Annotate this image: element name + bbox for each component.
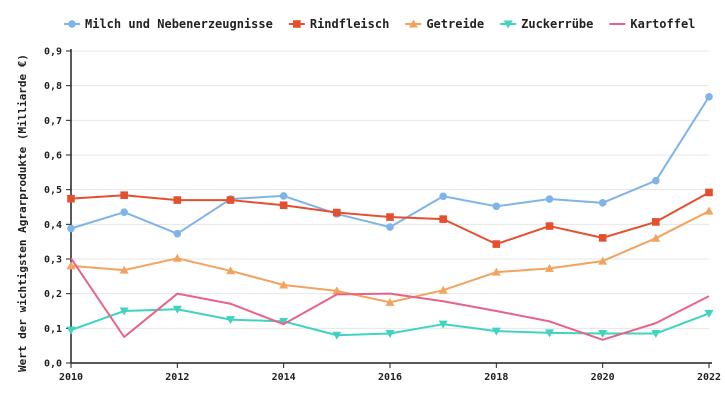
data-point <box>651 233 661 242</box>
data-point <box>279 192 288 200</box>
data-point <box>332 286 342 295</box>
y-tick-label: 0,1 <box>44 324 62 335</box>
legend-item: Milch und Nebenerzeugnisse <box>64 17 273 31</box>
x-tick-label: 2016 <box>378 372 402 383</box>
data-point <box>332 331 342 340</box>
legend-item: Rindfleisch <box>288 17 389 31</box>
data-point <box>279 280 289 289</box>
data-point <box>652 218 660 226</box>
y-axis-title: Wert der wichtigsten Agrarprodukte (Mill… <box>16 54 29 372</box>
data-point <box>385 330 395 339</box>
x-tick-label: 2014 <box>272 372 296 383</box>
legend-item: Getreide <box>405 17 484 31</box>
x-tick-label: 2022 <box>697 372 721 383</box>
data-point <box>385 297 395 306</box>
legend-marker <box>503 20 513 29</box>
series-2 <box>66 206 714 306</box>
y-tick-label: 0,6 <box>44 151 62 162</box>
data-point <box>598 199 607 207</box>
data-point <box>172 305 182 314</box>
data-point <box>66 326 76 335</box>
data-point <box>545 329 554 338</box>
series-line <box>70 96 710 235</box>
y-tick-label: 0,3 <box>44 255 62 266</box>
data-point <box>598 256 608 265</box>
data-point <box>545 195 554 203</box>
data-point <box>172 253 182 262</box>
legend-label: Milch und Nebenerzeugnisse <box>85 17 273 31</box>
data-point <box>598 234 607 242</box>
legend-label: Getreide <box>426 17 484 31</box>
series-4 <box>70 257 710 341</box>
y-tick-label: 0,2 <box>44 289 62 300</box>
data-point <box>386 223 394 231</box>
data-point <box>66 261 76 270</box>
data-point <box>67 194 75 203</box>
data-point <box>705 92 713 101</box>
data-point <box>226 196 235 204</box>
legend-marker <box>293 20 301 28</box>
data-point <box>226 266 235 275</box>
data-point <box>120 191 128 200</box>
data-point <box>598 330 608 339</box>
data-point <box>439 215 447 223</box>
y-tick-label: 0,7 <box>44 116 62 127</box>
legend-marker <box>408 19 418 28</box>
legend-item: Kartoffel <box>609 17 695 31</box>
data-point <box>705 188 713 197</box>
legend-marker <box>68 20 76 28</box>
data-point <box>173 196 182 204</box>
data-point <box>491 327 501 336</box>
x-tick-label: 2010 <box>59 372 83 383</box>
data-point <box>439 192 447 201</box>
data-point <box>652 176 660 185</box>
x-tick-label: 2012 <box>165 372 189 383</box>
data-point <box>491 267 501 276</box>
data-point <box>173 229 182 238</box>
y-tick-label: 0,0 <box>44 359 62 370</box>
data-point <box>492 202 501 211</box>
y-tick-label: 0,5 <box>44 185 62 196</box>
data-point <box>119 265 129 274</box>
y-tick-label: 0,8 <box>44 81 62 92</box>
data-point <box>67 224 75 233</box>
legend-label: Zuckerrübe <box>521 17 593 31</box>
legend-label: Kartoffel <box>630 17 695 31</box>
data-point <box>226 316 235 325</box>
data-point <box>279 317 289 326</box>
data-point <box>120 208 128 216</box>
legend-label: Rindfleisch <box>310 17 389 31</box>
data-point <box>704 309 714 318</box>
data-point <box>438 320 448 329</box>
legend-item: Zuckerrübe <box>500 17 593 31</box>
data-point <box>545 222 554 230</box>
data-point <box>119 307 129 316</box>
data-point <box>545 263 554 272</box>
data-point <box>438 285 448 294</box>
series-3 <box>66 305 714 340</box>
data-point <box>386 213 394 221</box>
data-point <box>279 201 288 210</box>
x-tick-label: 2020 <box>591 372 615 383</box>
y-tick-label: 0,9 <box>44 47 62 58</box>
data-point <box>704 206 714 215</box>
data-point <box>651 330 661 339</box>
series-line <box>70 257 710 341</box>
data-point <box>492 240 501 248</box>
series-1 <box>67 188 713 248</box>
x-tick-label: 2018 <box>484 372 508 383</box>
data-point <box>333 208 341 217</box>
y-tick-label: 0,4 <box>44 220 62 231</box>
legend: Milch und Nebenerzeugnisse Rindfleisch Get… <box>64 17 695 31</box>
